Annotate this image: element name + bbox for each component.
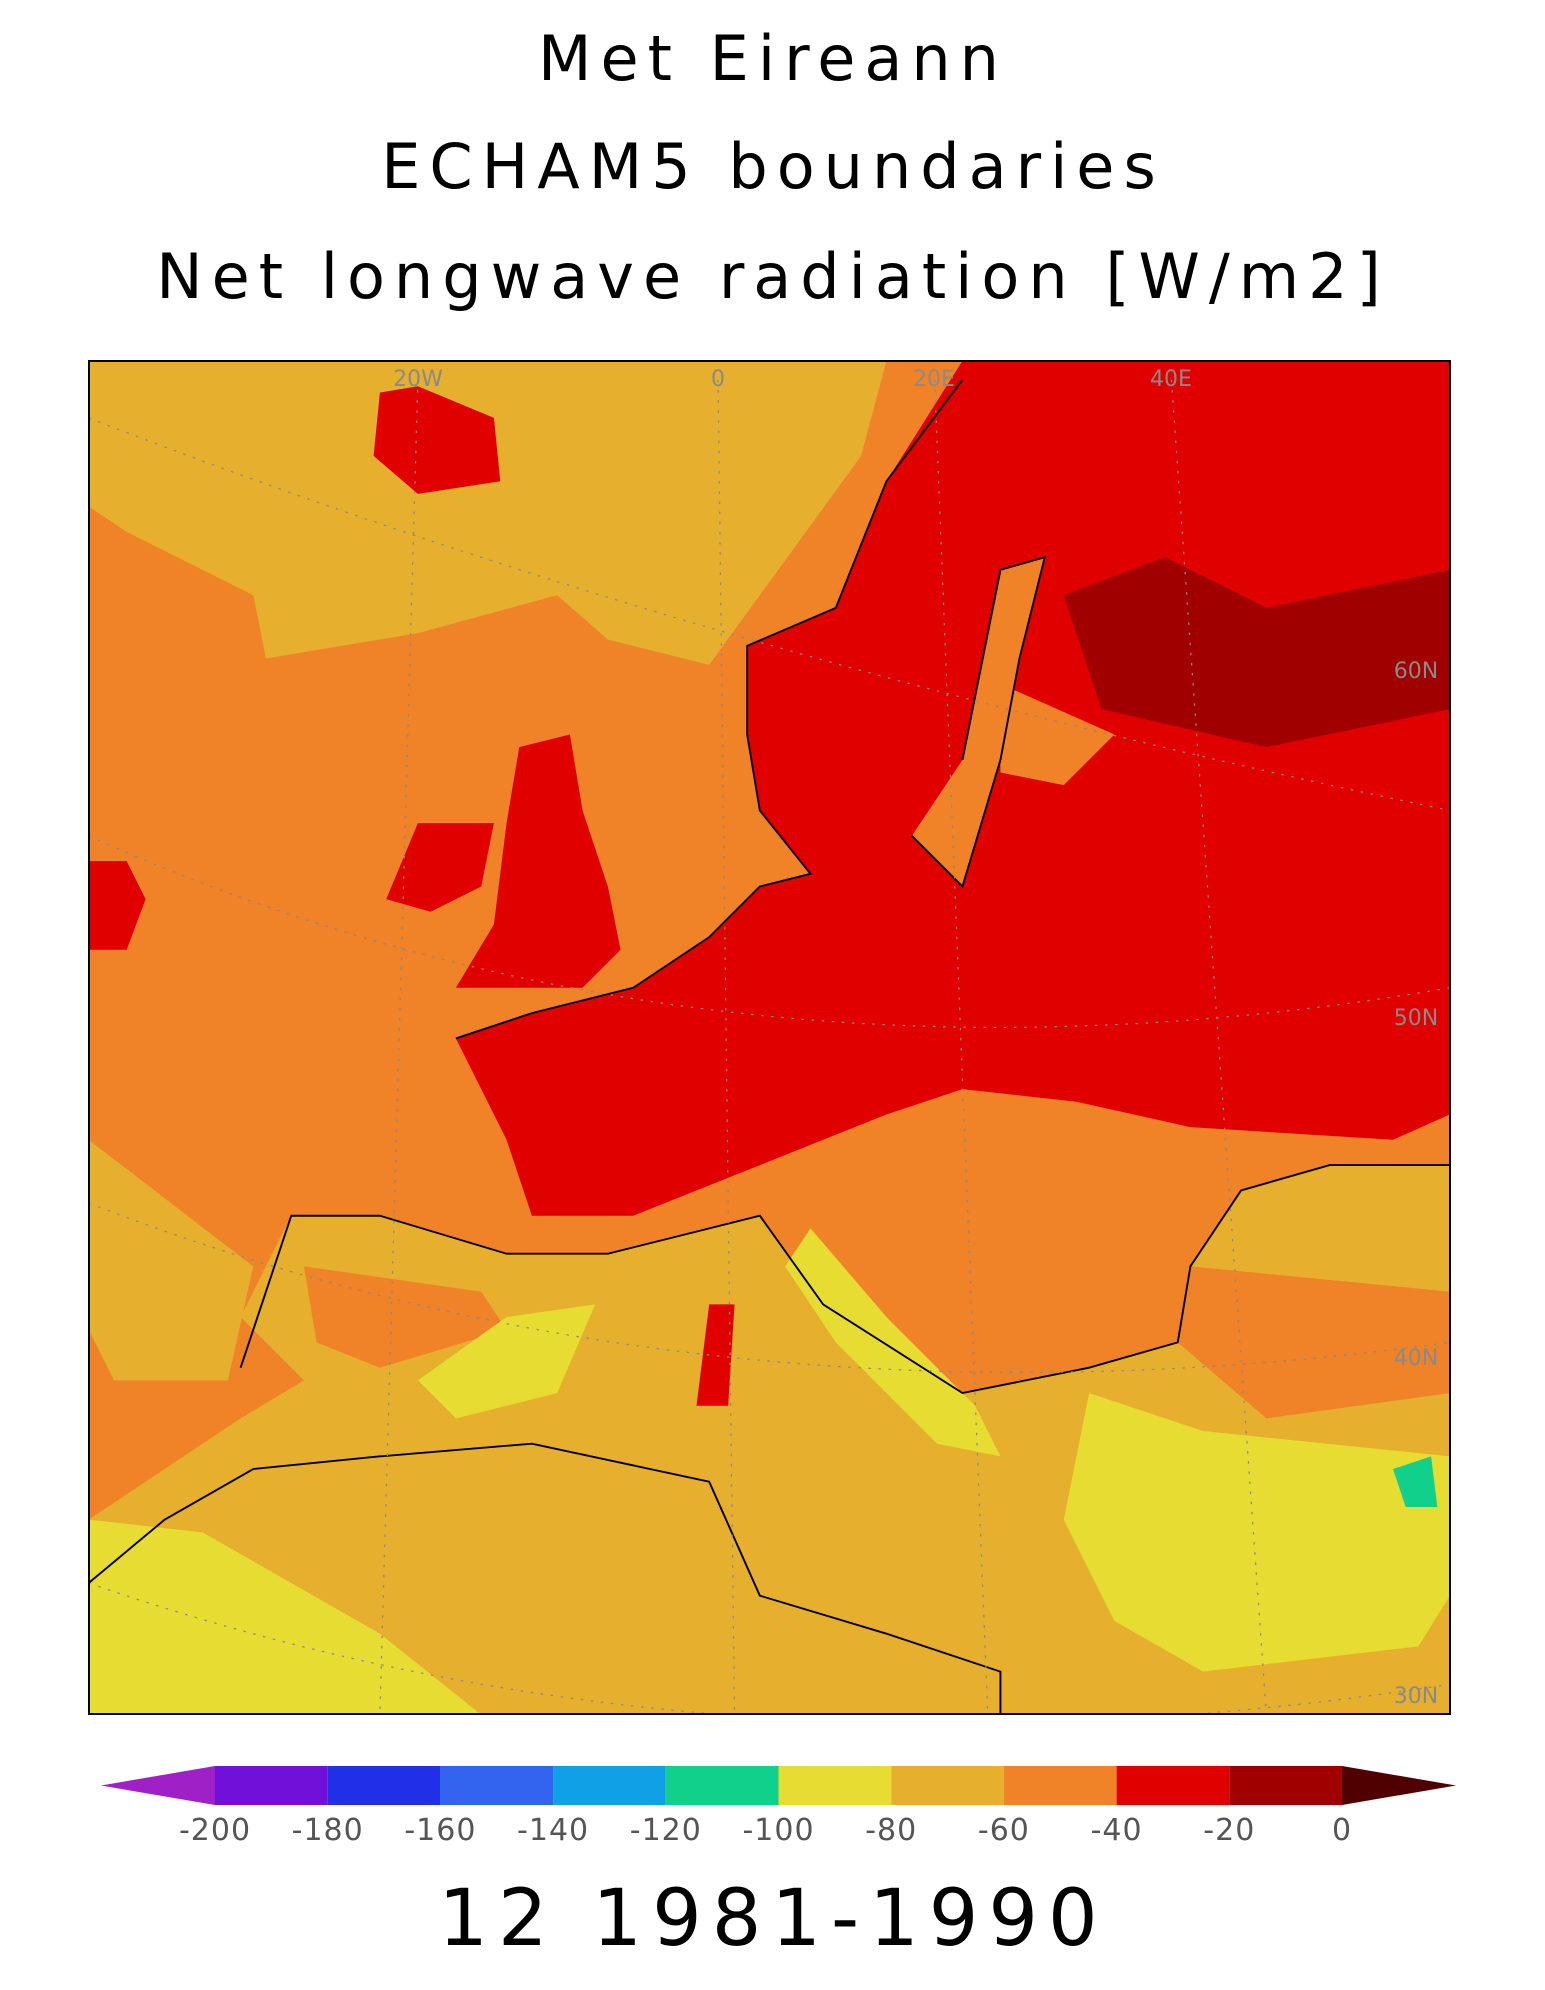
graticule-label: 40N <box>1394 1346 1438 1371</box>
graticule-label: 50N <box>1394 1006 1438 1031</box>
graticule-label: 30N <box>1394 1684 1438 1709</box>
colorbar-tick-label: -20 <box>1203 1813 1255 1848</box>
field-region <box>1000 683 1115 786</box>
colorbar-box <box>1003 1766 1117 1805</box>
colorbar: -200 -180 -160 -140 -120 -100 -80 -60 -40 -20 0 <box>101 1766 1456 1848</box>
field-region <box>455 734 621 988</box>
colorbar-tick-label: -180 <box>292 1813 364 1848</box>
field-region <box>1063 1393 1451 1672</box>
field-region <box>88 1519 482 1715</box>
colorbar-tick-label: 0 <box>1332 1813 1352 1848</box>
field-region <box>88 360 887 665</box>
colorbar-tick-label: -120 <box>630 1813 702 1848</box>
colorbar-box <box>891 1766 1004 1805</box>
field-region <box>1177 1266 1451 1419</box>
colorbar-extend-low <box>101 1766 215 1805</box>
graticule-label: 60N <box>1394 659 1438 684</box>
field-region <box>417 1304 596 1419</box>
field-region <box>88 1139 254 1381</box>
graticule-label: 20E <box>913 367 955 392</box>
field-region <box>1393 1456 1438 1508</box>
title-line: ECHAM5 boundaries <box>381 130 1165 203</box>
colorbar-tick-label: -60 <box>978 1813 1030 1848</box>
field-region <box>911 557 1045 887</box>
colorbar-box <box>215 1766 328 1805</box>
footer: 12 1981-1990 <box>438 1874 1107 1964</box>
colorbar-tick-label: -160 <box>404 1813 476 1848</box>
graticule-label: 0 <box>711 367 725 392</box>
graticule-label: 20W <box>393 367 443 392</box>
colorbar-tick-label: -200 <box>179 1813 251 1848</box>
colorbar-tick-label: -40 <box>1091 1813 1143 1848</box>
colorbar-box <box>778 1766 892 1805</box>
colorbar-box <box>327 1766 441 1805</box>
field-region <box>373 386 501 494</box>
colorbar-tick-label: -100 <box>742 1813 814 1848</box>
colorbar-box <box>553 1766 666 1805</box>
coastline <box>88 379 1451 1715</box>
colorbar-box <box>665 1766 779 1805</box>
colorbar-box <box>440 1766 554 1805</box>
graticule <box>88 379 1451 1715</box>
colorbar-tick-label: -140 <box>517 1813 589 1848</box>
map <box>88 360 1451 1715</box>
colorbar-tick-label: -80 <box>865 1813 917 1848</box>
field-region <box>303 1266 507 1368</box>
colorbar-box <box>1229 1766 1342 1805</box>
title-line: Net longwave radiation [W/m2] <box>156 240 1390 313</box>
field-region <box>88 861 146 950</box>
colorbar-box <box>1116 1766 1230 1805</box>
graticule-label: 40E <box>1150 367 1192 392</box>
field-region <box>785 1228 1001 1457</box>
graticule-labels: 20W 0 20E 40E 60N 50N 40N 30N <box>393 367 1438 1709</box>
field-region <box>386 823 494 912</box>
field-region <box>1063 557 1451 748</box>
map-frame <box>88 360 1451 1715</box>
colorbar-extend-high <box>1342 1766 1456 1805</box>
title-line: Met Eireann <box>538 22 1008 95</box>
